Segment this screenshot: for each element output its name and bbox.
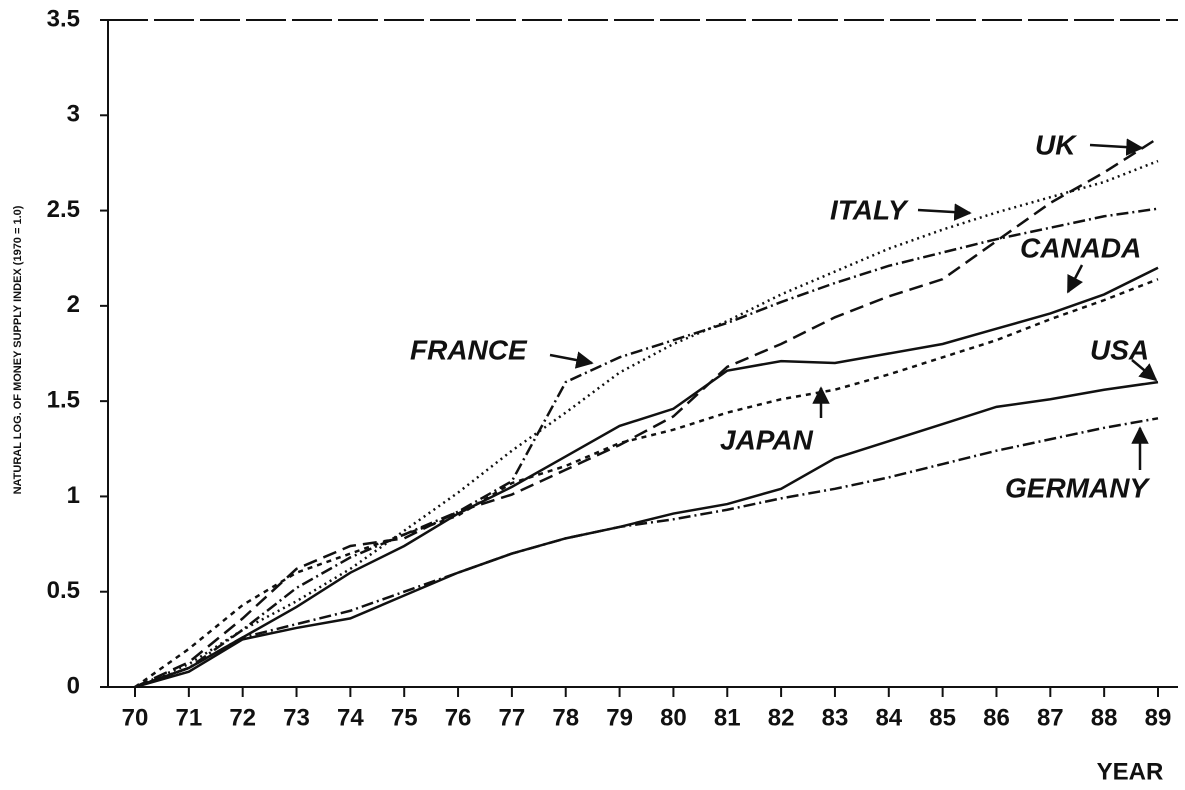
y-tick-label: 3 xyxy=(67,101,80,128)
line-series xyxy=(134,207,1159,689)
label-arrow xyxy=(1131,359,1158,382)
x-tick-label: 78 xyxy=(552,704,579,731)
x-tick-label: 89 xyxy=(1145,704,1172,731)
x-tick-label: 83 xyxy=(822,704,849,731)
x-tick-label: 73 xyxy=(283,704,310,731)
x-tick-label: 86 xyxy=(983,704,1010,731)
y-axis-label: NATURAL LOG. OF MONEY SUPPLY INDEX (1970… xyxy=(12,205,24,494)
x-tick-label: 87 xyxy=(1037,704,1064,731)
y-tick-label: 1.5 xyxy=(47,386,80,413)
x-tick-label: 75 xyxy=(391,704,418,731)
y-tick-label: 0 xyxy=(67,672,80,699)
line-series xyxy=(134,159,1159,689)
series-label: JAPAN xyxy=(720,424,814,455)
y-tick-label: 1 xyxy=(67,482,80,509)
y-tick-label: 2 xyxy=(67,291,80,318)
series-label: UK xyxy=(1035,129,1077,160)
x-tick-label: 76 xyxy=(445,704,472,731)
y-tick-label: 3.5 xyxy=(47,5,80,32)
label-arrow xyxy=(917,203,972,221)
x-tick-label: 70 xyxy=(122,704,149,731)
series-label: FRANCE xyxy=(410,334,528,365)
x-tick-label: 84 xyxy=(875,704,902,731)
x-tick-label: 80 xyxy=(660,704,687,731)
label-arrow xyxy=(1066,264,1084,294)
x-tick-label: 77 xyxy=(499,704,526,731)
x-tick-label: 72 xyxy=(229,704,256,731)
label-arrow xyxy=(549,351,594,369)
y-tick-label: 0.5 xyxy=(47,577,80,604)
line-series xyxy=(134,380,1159,689)
series-label: CANADA xyxy=(1020,232,1141,263)
line-series xyxy=(134,417,1159,689)
line-series xyxy=(134,266,1159,689)
y-tick-label: 2.5 xyxy=(47,196,80,223)
series-label: GERMANY xyxy=(1005,472,1150,503)
series-label: ITALY xyxy=(830,194,909,225)
x-tick-label: 81 xyxy=(714,704,741,731)
x-tick-label: 79 xyxy=(606,704,633,731)
x-tick-label: 88 xyxy=(1091,704,1118,731)
x-tick-label: 71 xyxy=(175,704,202,731)
x-tick-label: 82 xyxy=(768,704,795,731)
x-tick-label: 85 xyxy=(929,704,956,731)
series-label: USA xyxy=(1090,334,1149,365)
x-tick-label: 74 xyxy=(337,704,364,731)
line-series xyxy=(134,137,1159,689)
x-axis-label: YEAR xyxy=(1097,758,1164,785)
label-arrow xyxy=(1089,138,1144,156)
